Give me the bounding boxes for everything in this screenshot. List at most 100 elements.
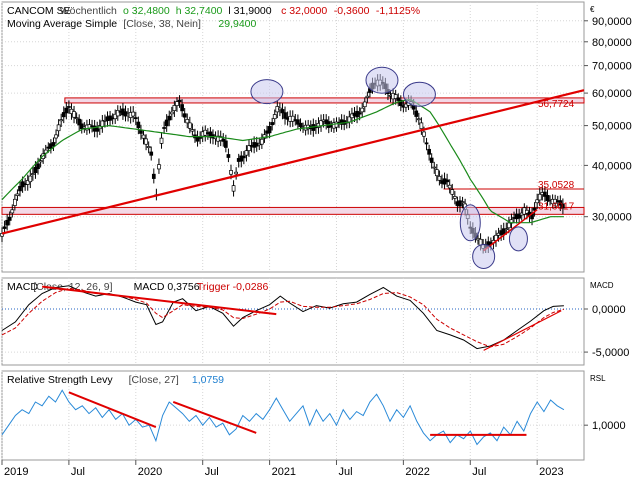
candle-body xyxy=(545,195,550,202)
candle-body xyxy=(226,154,231,158)
overlay-legend-text: Moving Average Simple xyxy=(7,18,117,30)
x-tick-label: Jul xyxy=(71,466,85,478)
x-tick-label: Jul xyxy=(472,466,486,478)
candle-body xyxy=(136,121,141,129)
candle-body xyxy=(393,94,398,99)
candle-body xyxy=(280,109,285,114)
y-tick-label: 0,0000 xyxy=(592,304,626,316)
candle-body xyxy=(247,145,251,151)
candle-body xyxy=(262,134,267,139)
candle-body xyxy=(365,95,370,98)
x-tick-label: Jul xyxy=(338,466,352,478)
legend-text: Relative Strength Levy xyxy=(7,374,113,386)
candle-body xyxy=(100,120,105,127)
candle-body xyxy=(144,138,148,145)
candle-body xyxy=(517,213,522,219)
candle-body xyxy=(141,134,146,139)
x-tick-label: 2020 xyxy=(138,466,162,478)
candle-body xyxy=(131,111,136,117)
candle-body xyxy=(59,119,64,122)
x-tick-label: 2023 xyxy=(539,466,563,478)
panel-frame xyxy=(1,370,585,461)
legend-text: -0,3600 xyxy=(334,5,370,17)
candle-body xyxy=(434,169,439,177)
candle-body xyxy=(260,138,264,145)
candle-body xyxy=(558,200,563,206)
legend-text: CANCOM SE xyxy=(7,5,71,17)
legend-text: -1,1125% xyxy=(376,5,420,17)
candle-body xyxy=(298,122,303,127)
candle-body xyxy=(13,198,17,206)
legend-text: MACD xyxy=(7,281,38,293)
candle-body xyxy=(561,203,565,209)
candle-body xyxy=(74,117,79,120)
candle-body xyxy=(113,113,118,120)
overlay-legend-text: [Close, 38, Nein] xyxy=(123,18,201,30)
y-tick-label: 60,0000 xyxy=(592,88,632,100)
candle-body xyxy=(543,191,547,197)
candle-body xyxy=(231,185,236,192)
overlay-legend-text: 29,9400 xyxy=(218,18,256,30)
legend-text: [Close, 12, 26, 9] xyxy=(33,281,112,293)
y-tick-label: 40,0000 xyxy=(592,160,632,172)
legend-text: h 32,7400 xyxy=(176,5,223,17)
candle-body xyxy=(7,216,12,221)
candle-body xyxy=(15,193,20,196)
candle-body xyxy=(501,228,506,235)
scale-label: RSL xyxy=(590,374,606,383)
pattern-ellipse xyxy=(459,204,481,242)
candle-body xyxy=(445,179,449,183)
candle-body xyxy=(95,127,100,132)
candle-body xyxy=(244,150,249,156)
candle-body xyxy=(278,107,282,111)
y-tick-label: -5,0000 xyxy=(592,347,629,359)
legend-text: o 32,4800 xyxy=(123,5,170,17)
candle-body xyxy=(115,110,120,117)
y-tick-label: 90,0000 xyxy=(592,16,632,28)
candle-body xyxy=(242,155,246,159)
rsl-trend-line xyxy=(172,401,257,434)
candle-body xyxy=(525,209,529,214)
candle-body xyxy=(398,99,403,106)
candle-body xyxy=(79,123,84,129)
candle-body xyxy=(56,124,61,132)
candle-body xyxy=(427,148,431,155)
candle-body xyxy=(25,180,30,185)
candle-body xyxy=(54,134,58,139)
y-tick-label: 30,0000 xyxy=(592,212,632,224)
candle-body xyxy=(414,110,419,117)
pattern-ellipse xyxy=(472,243,496,269)
candle-body xyxy=(458,200,462,207)
candle-body xyxy=(149,151,154,156)
legend-text: Wöchentlich xyxy=(60,5,117,17)
candle-body xyxy=(151,173,156,179)
candle-body xyxy=(180,104,184,112)
x-tick-label: 2021 xyxy=(272,466,296,478)
candle-body xyxy=(49,143,53,149)
legend-text: c 32,0000 xyxy=(281,5,327,17)
candle-body xyxy=(229,170,233,175)
candle-body xyxy=(190,129,195,132)
x-tick-label: 2019 xyxy=(4,466,28,478)
candle-body xyxy=(133,117,138,120)
candle-body xyxy=(182,113,187,118)
candle-body xyxy=(357,112,362,115)
candle-body xyxy=(429,157,434,163)
candle-body xyxy=(218,136,223,141)
candle-body xyxy=(424,142,429,145)
candle-body xyxy=(187,122,192,129)
candle-body xyxy=(507,222,511,229)
y-tick-label: 80,0000 xyxy=(592,37,632,49)
candle-body xyxy=(67,106,71,108)
scale-label: MACD xyxy=(590,281,614,290)
rsl-trend-line xyxy=(68,391,157,429)
support-band xyxy=(1,206,585,215)
legend-text: MACD 0,3756 xyxy=(134,281,200,293)
candle-body xyxy=(77,118,82,126)
candle-body xyxy=(396,97,401,101)
candle-body xyxy=(61,112,66,118)
candle-body xyxy=(162,127,166,129)
candle-body xyxy=(10,209,15,214)
level-label: 31,6017 xyxy=(538,201,575,212)
